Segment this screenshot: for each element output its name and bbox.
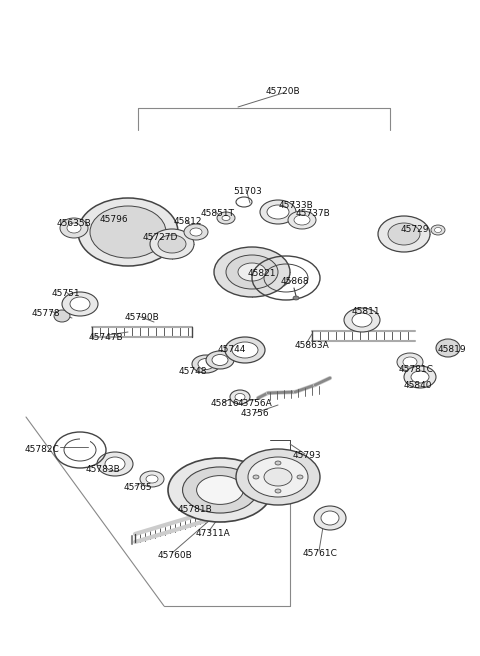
Text: 45793: 45793 <box>293 451 321 461</box>
Text: 45729: 45729 <box>401 226 429 234</box>
Text: 45765: 45765 <box>124 483 152 493</box>
Text: 45783B: 45783B <box>85 464 120 474</box>
Text: 45812: 45812 <box>174 218 202 226</box>
Text: 45796: 45796 <box>100 216 128 224</box>
Text: 45747B: 45747B <box>89 333 123 342</box>
Ellipse shape <box>146 475 158 483</box>
Ellipse shape <box>97 452 133 476</box>
Ellipse shape <box>431 225 445 235</box>
Text: 45760B: 45760B <box>157 550 192 560</box>
Text: 45790B: 45790B <box>125 314 159 323</box>
Ellipse shape <box>238 263 266 281</box>
Ellipse shape <box>264 468 292 486</box>
Text: 45840: 45840 <box>404 382 432 390</box>
Ellipse shape <box>212 354 228 365</box>
Ellipse shape <box>190 228 202 236</box>
Ellipse shape <box>378 216 430 252</box>
Ellipse shape <box>67 223 81 233</box>
Ellipse shape <box>267 205 289 219</box>
Text: 45778: 45778 <box>32 308 60 318</box>
Ellipse shape <box>226 255 278 289</box>
Ellipse shape <box>275 489 281 493</box>
Ellipse shape <box>260 200 296 224</box>
Text: 45851T: 45851T <box>201 209 235 218</box>
Ellipse shape <box>60 218 88 238</box>
Ellipse shape <box>217 212 235 224</box>
Text: 45819: 45819 <box>438 344 466 354</box>
Text: 45733B: 45733B <box>278 201 313 209</box>
Text: 45782C: 45782C <box>24 445 60 453</box>
Ellipse shape <box>140 471 164 487</box>
Text: 45781C: 45781C <box>398 365 433 375</box>
Ellipse shape <box>352 313 372 327</box>
Text: 45868: 45868 <box>281 277 309 287</box>
Ellipse shape <box>192 355 220 373</box>
Ellipse shape <box>411 371 429 383</box>
Ellipse shape <box>184 224 208 240</box>
Ellipse shape <box>105 457 125 471</box>
Ellipse shape <box>198 358 214 369</box>
Ellipse shape <box>388 223 420 245</box>
Ellipse shape <box>232 342 258 358</box>
Ellipse shape <box>248 457 308 497</box>
Text: 45744: 45744 <box>218 346 246 354</box>
Ellipse shape <box>70 297 90 311</box>
Ellipse shape <box>397 353 423 371</box>
Ellipse shape <box>275 461 281 465</box>
Bar <box>80 438 90 444</box>
Text: 51703: 51703 <box>234 186 263 195</box>
Text: 45781B: 45781B <box>178 506 212 514</box>
Text: 45821: 45821 <box>248 268 276 277</box>
Ellipse shape <box>236 449 320 505</box>
Ellipse shape <box>197 476 243 504</box>
Ellipse shape <box>404 366 436 388</box>
Ellipse shape <box>344 308 380 332</box>
Ellipse shape <box>253 475 259 479</box>
Ellipse shape <box>78 198 178 266</box>
Ellipse shape <box>62 292 98 316</box>
Ellipse shape <box>436 339 460 357</box>
Ellipse shape <box>168 458 272 522</box>
Text: 45816: 45816 <box>211 400 240 409</box>
Ellipse shape <box>321 511 339 525</box>
Ellipse shape <box>403 357 417 367</box>
Ellipse shape <box>214 247 290 297</box>
Text: 43756A: 43756A <box>238 400 272 409</box>
Ellipse shape <box>294 215 310 225</box>
Ellipse shape <box>54 310 70 322</box>
Ellipse shape <box>235 394 245 401</box>
Text: 43756: 43756 <box>240 409 269 419</box>
Ellipse shape <box>222 216 230 220</box>
Text: 45720B: 45720B <box>266 87 300 96</box>
Text: 45748: 45748 <box>179 367 207 377</box>
Ellipse shape <box>150 229 194 259</box>
Ellipse shape <box>206 351 234 369</box>
Ellipse shape <box>293 296 299 300</box>
Text: 45737B: 45737B <box>296 209 330 218</box>
Ellipse shape <box>182 467 257 513</box>
Ellipse shape <box>90 206 166 258</box>
Ellipse shape <box>288 211 316 229</box>
Text: 45761C: 45761C <box>302 548 337 558</box>
Text: 47311A: 47311A <box>196 529 230 537</box>
Text: 45727D: 45727D <box>142 234 178 243</box>
Ellipse shape <box>434 228 442 232</box>
Text: 45863A: 45863A <box>295 342 329 350</box>
Ellipse shape <box>225 337 265 363</box>
Text: 45751: 45751 <box>52 289 80 298</box>
Text: 45811: 45811 <box>352 308 380 316</box>
Ellipse shape <box>158 235 186 253</box>
Ellipse shape <box>314 506 346 530</box>
Ellipse shape <box>297 475 303 479</box>
Text: 45635B: 45635B <box>57 218 91 228</box>
Ellipse shape <box>230 390 250 404</box>
